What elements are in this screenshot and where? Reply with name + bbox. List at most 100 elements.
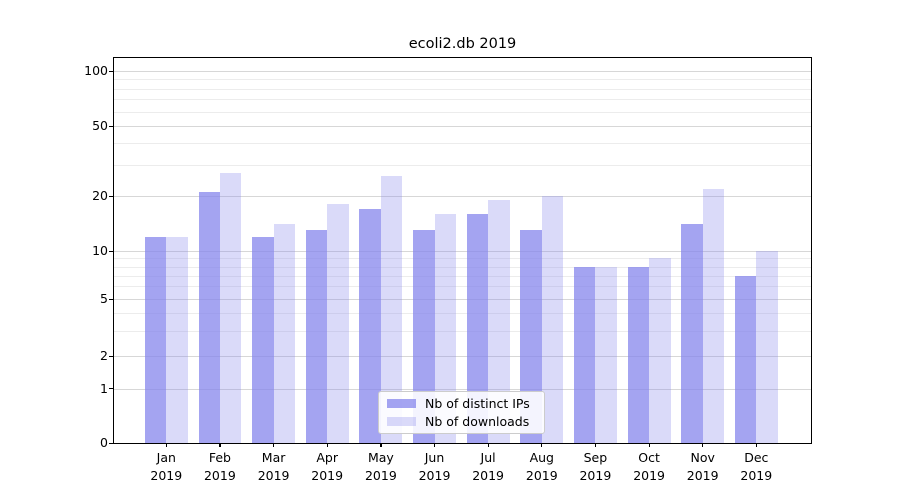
bar-distinct-ips-mar <box>252 236 274 443</box>
bar-distinct-ips-may <box>359 208 381 443</box>
x-tick-label: Nov 2019 <box>673 449 733 484</box>
gridline-minor <box>114 111 811 113</box>
bar-downloads-nov <box>702 188 725 443</box>
x-tick-label: Sep 2019 <box>565 449 625 484</box>
y-tick-mark <box>109 355 113 357</box>
x-tick-label-line: 2019 <box>686 467 719 483</box>
x-tick-label-line: 2019 <box>364 467 397 483</box>
gridline-major <box>114 71 811 72</box>
y-tick-label: 10 <box>92 243 108 258</box>
bar-downloads-jun <box>434 213 456 443</box>
gridline-minor <box>114 275 811 277</box>
bar-distinct-ips-nov <box>681 224 703 443</box>
bar-distinct-ips-jul <box>466 213 489 443</box>
x-tick-label-line: Aug <box>529 450 554 465</box>
x-tick-mark <box>648 443 650 447</box>
x-tick-label: Jun 2019 <box>405 449 465 484</box>
y-tick-mark <box>109 125 113 127</box>
x-tick-mark <box>702 443 704 447</box>
x-tick-mark <box>165 443 167 447</box>
x-tick-label: Apr 2019 <box>297 449 357 484</box>
gridline-minor <box>114 286 811 288</box>
x-tick-label-line: Jun <box>424 450 445 465</box>
bar-downloads-may <box>380 176 403 443</box>
legend-entry-distinct-ips: Nb of distinct IPs <box>387 397 536 410</box>
bar-downloads-dec <box>756 251 778 443</box>
x-tick-label: Jul 2019 <box>458 449 518 484</box>
x-tick-mark <box>434 443 436 447</box>
x-tick-label-line: Nov <box>690 450 715 465</box>
bar-distinct-ips-oct <box>627 266 650 443</box>
x-tick-label-line: Jan <box>156 450 176 465</box>
bar-distinct-ips-aug <box>520 230 542 443</box>
x-tick-label-line: Apr <box>316 450 338 465</box>
x-tick-mark <box>541 443 543 447</box>
x-tick-label-line: 2019 <box>311 467 344 483</box>
bar-downloads-jul <box>488 200 510 443</box>
chart-title: ecoli2.db 2019 <box>408 36 517 52</box>
x-tick-label: Mar 2019 <box>244 449 304 484</box>
bar-distinct-ips-dec <box>734 275 757 443</box>
x-tick-mark <box>594 443 597 447</box>
gridline-minor <box>114 330 811 332</box>
y-tick-label: 0 <box>100 435 108 450</box>
gridline-major <box>114 126 811 127</box>
bar-downloads-mar <box>273 224 296 443</box>
x-tick-label-line: Oct <box>638 450 660 465</box>
x-tick-label-line: 2019 <box>203 467 236 483</box>
x-tick-label: Aug 2019 <box>512 449 572 484</box>
y-tick-mark <box>109 70 113 72</box>
x-tick-mark <box>273 443 275 447</box>
y-tick-label: 1 <box>100 380 108 396</box>
x-tick-label: May 2019 <box>351 449 411 484</box>
bar-downloads-feb <box>219 173 242 443</box>
y-tick-mark <box>109 195 113 197</box>
gridline-minor <box>114 79 811 81</box>
gridline-major <box>114 299 811 300</box>
x-tick-label-line: Mar <box>261 450 286 465</box>
gridline-minor <box>114 312 811 314</box>
legend-swatch-downloads <box>387 416 416 427</box>
bar-downloads-jan <box>166 236 188 443</box>
x-tick-label-line: 2019 <box>418 467 451 483</box>
y-tick-mark <box>109 250 113 252</box>
x-tick-label-line: Dec <box>744 450 769 465</box>
x-tick-label-line: 2019 <box>525 467 558 483</box>
y-tick-mark <box>109 388 113 390</box>
x-tick-mark <box>380 443 382 447</box>
legend: Nb of distinct IPs Nb of downloads <box>378 391 545 434</box>
y-tick-mark <box>109 442 113 444</box>
legend-label-distinct-ips: Nb of distinct IPs <box>425 396 530 411</box>
gridline-minor <box>114 266 811 268</box>
bar-distinct-ips-jan <box>144 236 167 443</box>
bar-distinct-ips-apr <box>305 230 328 443</box>
gridline-major <box>114 356 811 357</box>
x-tick-label: Oct 2019 <box>619 449 679 484</box>
y-tick-mark <box>109 298 113 300</box>
x-tick-label-line: 2019 <box>150 467 183 483</box>
bar-distinct-ips-jun <box>413 230 435 443</box>
x-tick-label-line: Feb <box>208 450 231 465</box>
y-tick-label: 5 <box>100 291 108 306</box>
legend-entry-downloads: Nb of downloads <box>387 415 536 428</box>
gridline-major <box>114 196 811 197</box>
x-tick-label-line: May <box>367 450 394 465</box>
x-tick-label-line: 2019 <box>257 467 290 483</box>
x-tick-label-line: Jul <box>480 450 496 465</box>
x-tick-label-line: Sep <box>583 450 608 465</box>
x-tick-mark <box>755 443 757 447</box>
gridline-minor <box>114 165 811 166</box>
x-tick-mark <box>487 443 489 447</box>
y-tick-label: 2 <box>100 348 108 363</box>
y-tick-label: 20 <box>92 188 108 203</box>
gridline-minor <box>114 143 811 144</box>
gridline-minor <box>114 88 811 90</box>
x-tick-mark <box>326 443 328 447</box>
y-tick-label: 50 <box>92 118 108 133</box>
x-tick-label: Jan 2019 <box>136 449 196 484</box>
x-tick-label-line: 2019 <box>633 467 665 483</box>
gridline-minor <box>114 258 811 260</box>
gridline-minor <box>114 99 811 101</box>
x-tick-mark <box>219 443 221 447</box>
